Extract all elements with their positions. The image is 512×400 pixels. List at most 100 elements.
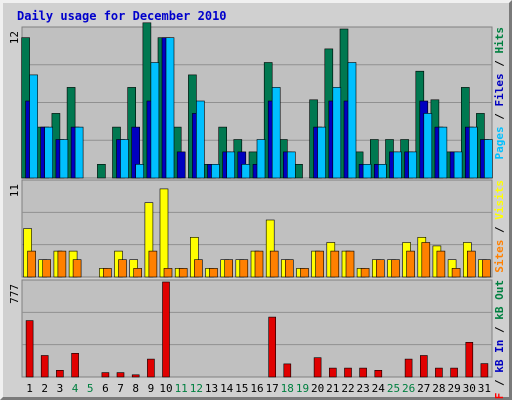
bar-pages-day-3 bbox=[59, 139, 69, 179]
x-tick-label: 25 bbox=[387, 382, 400, 395]
legend-hits-files-pages: Pages / Files / Hits bbox=[493, 27, 506, 160]
bar-kb-f-day-9 bbox=[147, 358, 155, 378]
bar-sites-day-31 bbox=[482, 259, 491, 278]
bar-kb-f-day-8 bbox=[131, 374, 140, 378]
axis-max-label: 777 bbox=[8, 284, 21, 304]
bar-sites-day-10 bbox=[163, 268, 173, 278]
bar-sites-day-13 bbox=[209, 268, 218, 278]
x-tick-label: 4 bbox=[72, 382, 79, 395]
bar-pages-day-12 bbox=[196, 100, 205, 179]
x-tick-label: 16 bbox=[250, 382, 263, 395]
bar-sites-day-7 bbox=[118, 259, 127, 278]
bar-kb-f-day-24 bbox=[374, 369, 383, 378]
bar-sites-day-23 bbox=[360, 268, 370, 278]
x-tick-label: 22 bbox=[341, 382, 354, 395]
bar-files-day-11 bbox=[176, 151, 186, 179]
x-tick-label: 14 bbox=[220, 382, 234, 395]
bar-sites-day-28 bbox=[436, 250, 446, 278]
bar-sites-day-4 bbox=[72, 259, 82, 278]
bar-kb-f-day-17 bbox=[268, 316, 277, 378]
legend-part: / bbox=[493, 320, 506, 340]
x-tick-label: 10 bbox=[159, 382, 172, 395]
bar-sites-day-6 bbox=[103, 268, 112, 278]
bar-kb-f-day-28 bbox=[435, 367, 443, 378]
legend-part: / bbox=[493, 107, 506, 127]
legend-part: / bbox=[493, 220, 506, 240]
legend-part: Visits bbox=[493, 180, 506, 220]
x-tick-label: 29 bbox=[447, 382, 460, 395]
bar-pages-day-15 bbox=[241, 164, 251, 179]
legend-part: kB Out bbox=[493, 280, 506, 320]
bar-hits-day-19 bbox=[294, 164, 303, 179]
bar-kb-f-day-20 bbox=[313, 357, 322, 378]
x-tick-label: 13 bbox=[205, 382, 218, 395]
bar-kb-f-day-29 bbox=[450, 367, 458, 378]
bar-sites-day-20 bbox=[315, 250, 324, 278]
bar-sites-day-22 bbox=[345, 250, 355, 278]
x-tick-label: 28 bbox=[432, 382, 445, 395]
x-tick-label: 24 bbox=[372, 382, 386, 395]
bar-kb-f-day-30 bbox=[465, 341, 474, 378]
bar-pages-day-21 bbox=[332, 87, 342, 179]
bar-kb-f-day-6 bbox=[101, 372, 110, 378]
x-tick-label: 9 bbox=[148, 382, 155, 395]
x-tick-label: 3 bbox=[57, 382, 64, 395]
bar-sites-day-8 bbox=[133, 268, 142, 278]
legend-visits-sites: Sites / Visits bbox=[493, 180, 506, 273]
bar-sites-day-18 bbox=[284, 259, 294, 278]
x-tick-label: 26 bbox=[402, 382, 415, 395]
bar-sites-day-26 bbox=[406, 250, 415, 278]
legend-part: / bbox=[493, 54, 506, 74]
x-tick-label: 5 bbox=[87, 382, 94, 395]
x-tick-label: 15 bbox=[235, 382, 248, 395]
bar-sites-day-3 bbox=[57, 250, 67, 278]
bar-sites-day-9 bbox=[148, 250, 158, 278]
bar-pages-day-28 bbox=[438, 126, 448, 179]
bar-pages-day-23 bbox=[362, 164, 372, 179]
legend-part: Files bbox=[493, 73, 506, 106]
bar-pages-day-1 bbox=[29, 74, 38, 179]
legend-part: kB In bbox=[493, 340, 506, 373]
bar-sites-day-15 bbox=[239, 259, 249, 278]
x-tick-label: 19 bbox=[296, 382, 309, 395]
bar-pages-day-22 bbox=[347, 62, 357, 179]
bar-sites-day-2 bbox=[42, 259, 52, 278]
bar-kb-f-day-4 bbox=[71, 352, 79, 378]
x-tick-label: 11 bbox=[175, 382, 188, 395]
plot-area-kbytes bbox=[21, 279, 493, 378]
x-tick-label: 12 bbox=[190, 382, 203, 395]
bar-pages-day-27 bbox=[423, 113, 433, 179]
x-tick-label: 7 bbox=[117, 382, 124, 395]
x-tick-label: 30 bbox=[463, 382, 476, 395]
legend-part: Sites bbox=[493, 240, 506, 273]
bar-pages-day-20 bbox=[317, 126, 326, 179]
bar-pages-day-29 bbox=[453, 151, 463, 179]
bar-pages-day-31 bbox=[484, 139, 493, 179]
axis-max-label: 11 bbox=[8, 184, 21, 197]
bar-kb-f-day-21 bbox=[328, 367, 337, 378]
x-tick-label: 18 bbox=[281, 382, 294, 395]
bar-pages-day-16 bbox=[256, 139, 266, 179]
bar-hits-day-6 bbox=[97, 164, 106, 179]
bar-sites-day-24 bbox=[375, 259, 385, 278]
x-tick-label: 27 bbox=[417, 382, 430, 395]
x-tick-label: 8 bbox=[132, 382, 139, 395]
bar-pages-day-25 bbox=[393, 151, 402, 179]
bar-kb-f-day-22 bbox=[344, 367, 352, 378]
bar-kb-f-day-7 bbox=[116, 372, 125, 378]
x-tick-label: 21 bbox=[326, 382, 339, 395]
bar-kb-f-day-18 bbox=[283, 363, 292, 378]
bar-pages-day-10 bbox=[165, 37, 175, 179]
bar-sites-day-17 bbox=[269, 250, 279, 278]
bar-sites-day-19 bbox=[300, 268, 309, 278]
bar-sites-day-12 bbox=[194, 259, 203, 278]
legend-part: kB F bbox=[493, 393, 506, 400]
bar-pages-day-2 bbox=[44, 126, 54, 179]
bar-pages-day-9 bbox=[150, 62, 160, 179]
x-tick-label: 20 bbox=[311, 382, 324, 395]
bar-pages-day-26 bbox=[408, 151, 417, 179]
bar-kb-f-day-23 bbox=[359, 367, 367, 378]
bar-sites-day-25 bbox=[391, 259, 400, 278]
x-tick-label: 17 bbox=[266, 382, 279, 395]
